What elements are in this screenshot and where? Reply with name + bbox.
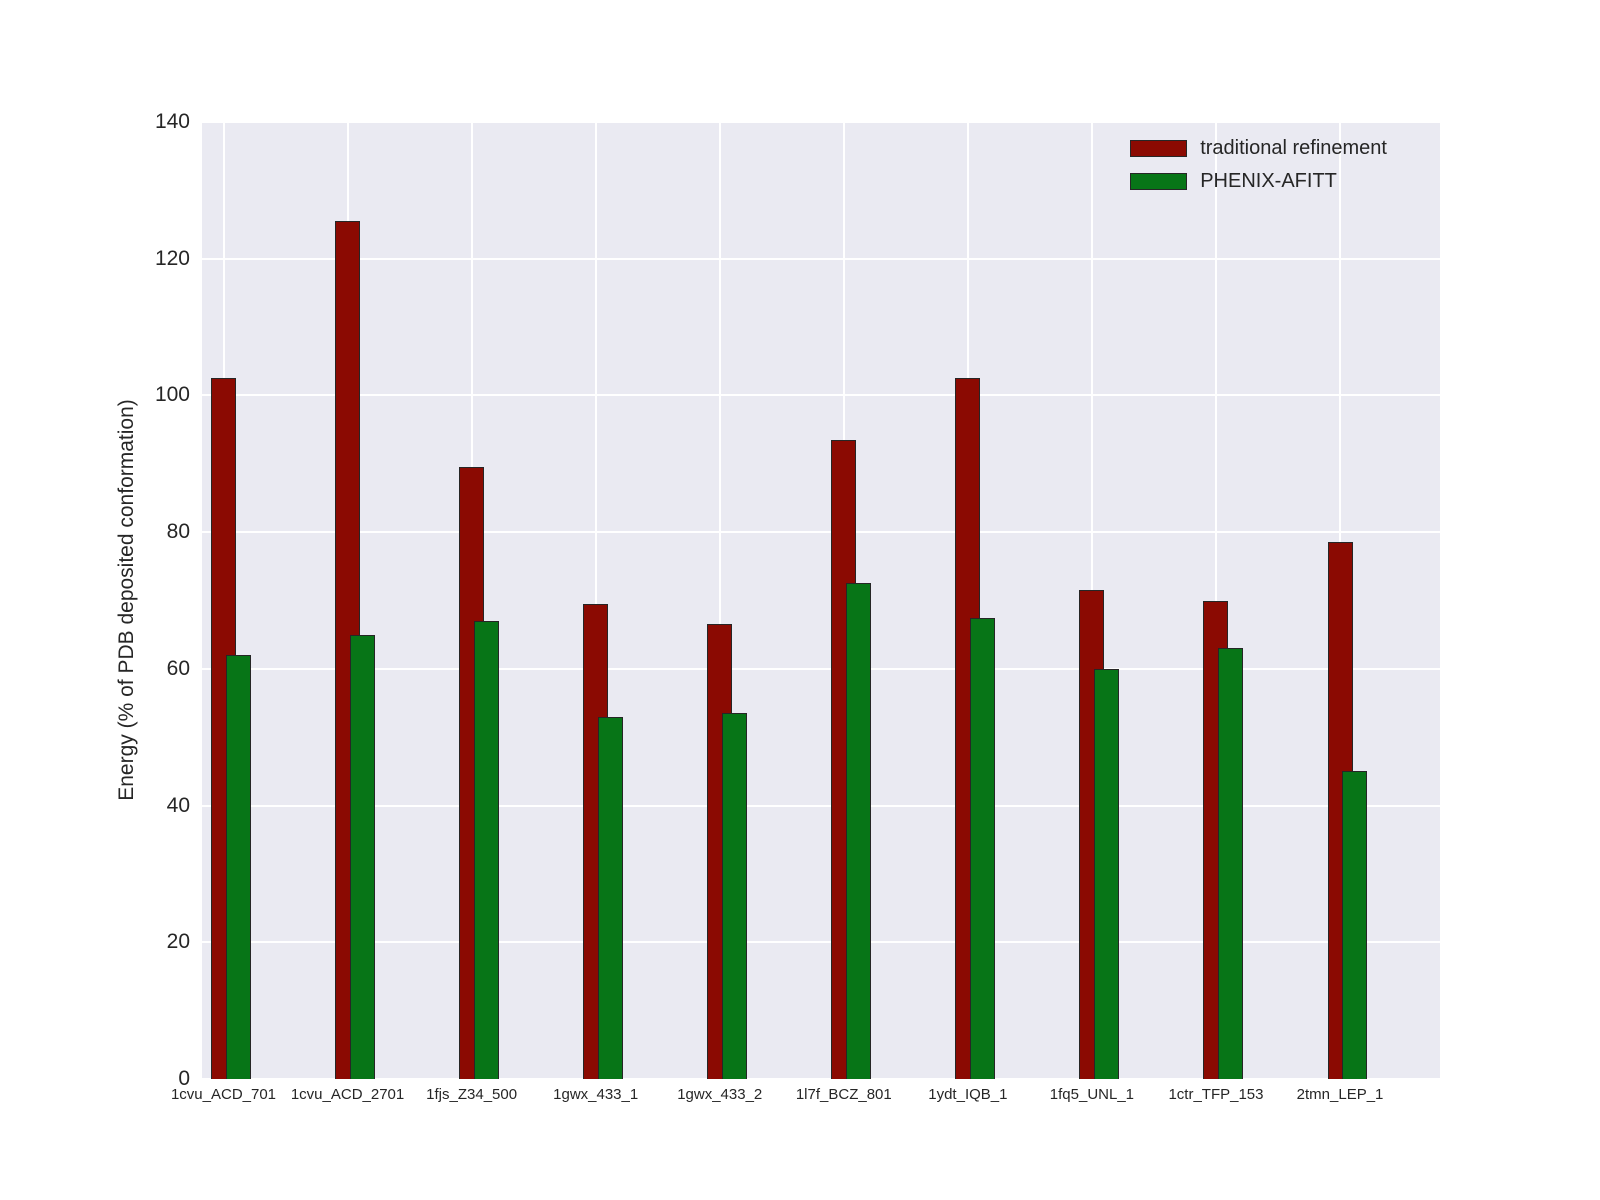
y-tick-label: 0	[178, 1067, 190, 1090]
legend-item: traditional refinement	[1130, 132, 1387, 165]
bar-phenix-afitt	[1217, 648, 1243, 1079]
h-gridline	[202, 1078, 1440, 1080]
bar-phenix-afitt	[349, 634, 375, 1079]
x-tick-label: 1ydt_IQB_1	[928, 1086, 1008, 1103]
y-axis-label: Energy (% of PDB deposited conformation)	[115, 399, 138, 801]
y-tick-label: 80	[166, 520, 190, 544]
h-gridline	[202, 257, 1440, 260]
x-tick-label: 1cvu_ACD_701	[170, 1086, 277, 1103]
y-tick-label: 140	[154, 110, 190, 133]
x-tick-label: 1gwx_433_1	[553, 1086, 639, 1103]
v-gridline	[594, 122, 597, 1079]
x-tick-label: 1ctr_TFP_153	[1168, 1086, 1264, 1103]
x-tick-label: 1l7f_BCZ_801	[795, 1086, 892, 1103]
y-tick-label: 40	[166, 793, 190, 817]
legend: traditional refinement PHENIX-AFITT	[1130, 132, 1387, 198]
legend-swatch	[1130, 173, 1188, 190]
legend-label: PHENIX-AFITT	[1200, 170, 1337, 192]
y-tick-label: 20	[166, 930, 190, 954]
v-gridline	[718, 122, 721, 1079]
legend-label: traditional refinement	[1200, 137, 1387, 159]
y-tick-label: 100	[154, 383, 190, 407]
bar-phenix-afitt	[1342, 771, 1368, 1079]
bar-phenix-afitt	[969, 617, 995, 1079]
bar-phenix-afitt	[473, 621, 499, 1079]
x-tick-label: 2tmn_LEP_1	[1296, 1086, 1384, 1103]
x-tick-label: 1cvu_ACD_2701	[290, 1086, 405, 1103]
y-tick-label: 60	[166, 656, 190, 680]
h-gridline	[202, 941, 1440, 944]
bar-phenix-afitt	[845, 583, 871, 1079]
x-tick-label: 1gwx_433_2	[677, 1086, 763, 1103]
y-tick-label: 120	[154, 246, 190, 270]
bar-phenix-afitt	[225, 655, 251, 1079]
bar-phenix-afitt	[1093, 668, 1119, 1079]
x-tick-label: 1fjs_Z34_500	[426, 1086, 518, 1103]
h-gridline	[202, 667, 1440, 670]
bar-phenix-afitt	[721, 713, 747, 1079]
plot-area: traditional refinement PHENIX-AFITT	[202, 121, 1440, 1080]
x-tick-label: 1fq5_UNL_1	[1049, 1086, 1135, 1103]
bar-phenix-afitt	[597, 716, 623, 1079]
legend-swatch	[1130, 140, 1188, 157]
legend-item: PHENIX-AFITT	[1130, 165, 1387, 198]
h-gridline	[202, 121, 1440, 123]
h-gridline	[202, 804, 1440, 807]
h-gridline	[202, 531, 1440, 534]
h-gridline	[202, 394, 1440, 397]
